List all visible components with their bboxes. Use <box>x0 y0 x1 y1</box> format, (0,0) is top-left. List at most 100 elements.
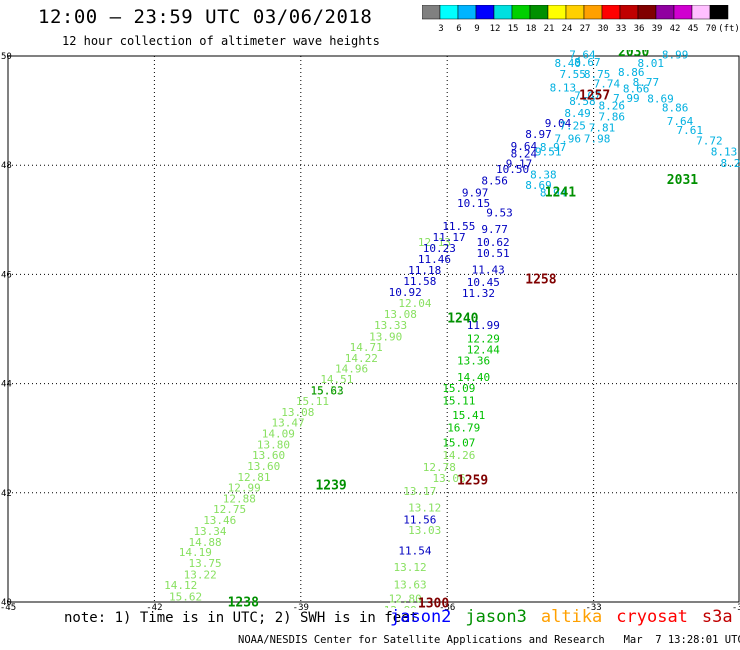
legend-jason2: jason2 <box>390 607 452 627</box>
wave-height-value: 8.97 <box>540 141 567 154</box>
wave-height-value: 9.17 <box>506 157 533 170</box>
wave-height-value: 8.58 <box>569 95 596 108</box>
wave-height-value: 8.27 <box>720 157 740 170</box>
y-tick-label: 40 <box>1 598 12 608</box>
wave-height-value: 8.26 <box>598 100 625 113</box>
plot-frame <box>7 55 740 603</box>
colorbar-label: 6 <box>456 24 461 34</box>
wave-height-value: 15.41 <box>452 409 485 422</box>
colorbar-label: 3 <box>438 24 443 34</box>
colorbar-label: 9 <box>474 24 479 34</box>
colorbar-label: 36 <box>634 24 645 34</box>
wave-height-value: 13.08 <box>384 308 417 321</box>
wave-height-value: 13.34 <box>193 525 226 538</box>
wave-height-value: 8.69 <box>647 92 674 105</box>
colorbar-swatch <box>709 5 729 20</box>
wave-height-value: 13.60 <box>252 449 285 462</box>
pass-time-label: 2030 <box>618 45 649 60</box>
colorbar-label: 39 <box>652 24 663 34</box>
wave-height-value: 8.13 <box>550 81 577 94</box>
y-tick-label: 44 <box>1 380 12 390</box>
wave-height-value: 8.69 <box>525 179 552 192</box>
wave-height-value: 14.09 <box>262 428 295 441</box>
altimeter-map-plot: -45 -42 -39 -36 -33 -30 40 42 44 46 48 50 15.6214.12… <box>0 45 740 612</box>
colorbar-label: 30 <box>598 24 609 34</box>
wave-height-value: 7.96 <box>555 132 582 145</box>
wave-height-value: 7.07 <box>574 90 601 103</box>
wave-height-value: 14.88 <box>189 536 222 549</box>
pass-time-label: 1259 <box>457 474 488 489</box>
wave-height-value: 9.53 <box>486 207 513 220</box>
wave-height-value: 7.99 <box>613 92 640 105</box>
wave-height-value: 10.45 <box>467 276 500 289</box>
wave-height-value: 15.07 <box>442 436 475 449</box>
wave-height-value: 13.90 <box>369 330 402 343</box>
wave-height-value: 12.78 <box>423 461 456 474</box>
wave-height-value: 13.46 <box>203 514 236 527</box>
wave-height-value: 12.89 <box>384 604 417 612</box>
wave-height-value: 12.99 <box>228 482 261 495</box>
wave-height-value: 14.19 <box>179 546 212 559</box>
wave-height-value: 7.98 <box>584 132 611 145</box>
colorbar-label: 18 <box>526 24 537 34</box>
wave-height-value: 11.43 <box>472 263 505 276</box>
wave-height-value: 10.23 <box>423 242 456 255</box>
wave-height-value: 8.13 <box>711 145 738 158</box>
wave-height-value: 8.01 <box>638 57 665 70</box>
wave-height-value: 8.66 <box>623 83 650 96</box>
wave-height-value: 15.11 <box>296 395 329 408</box>
pass-time-label: 1258 <box>525 273 556 288</box>
wave-height-value: 15.62 <box>169 590 202 603</box>
wave-height-value: 8.86 <box>662 102 689 115</box>
colorbar-label: 45 <box>688 24 699 34</box>
pass-time-label: 1240 <box>447 311 478 326</box>
colorbar-label: 24 <box>562 24 573 34</box>
wave-height-value: 11.18 <box>408 264 441 277</box>
wave-height-value: 14.71 <box>350 341 383 354</box>
x-tick-label: -39 <box>293 603 309 612</box>
satellite-legend: jason2 jason3 altika cryosat s3a <box>390 607 740 627</box>
wave-height-value: 12.04 <box>398 297 431 310</box>
wave-height-value: 12.75 <box>213 503 246 516</box>
footer-credit: NOAA/NESDIS Center for Satellite Applica… <box>238 634 740 646</box>
wave-height-value: 7.81 <box>589 121 616 134</box>
wave-height-value: 7.74 <box>594 78 621 91</box>
wave-height-value: 13.12 <box>408 501 441 514</box>
colorbar-label: 21 <box>544 24 555 34</box>
legend-s3a: s3a <box>701 607 733 627</box>
wave-height-value: 13.60 <box>247 460 280 473</box>
wave-height-value: 11.46 <box>418 253 451 266</box>
wave-height-value: 13.33 <box>374 319 407 332</box>
colorbar-label: (ft) <box>718 24 738 34</box>
legend-cryosat: cryosat <box>616 607 688 627</box>
wave-height-value: 8.56 <box>481 174 508 187</box>
wave-height-value: 8.75 <box>584 68 611 81</box>
wave-height-value: 8.97 <box>525 128 552 141</box>
wave-height-value: 10.50 <box>496 163 529 176</box>
colorbar-label: 33 <box>616 24 627 34</box>
pass-time-label: 1239 <box>315 479 346 494</box>
x-tick-label: -33 <box>585 603 601 612</box>
wave-height-value: 10.51 <box>476 247 509 260</box>
y-tick-label: 46 <box>1 270 12 280</box>
x-tick-label: -45 <box>0 603 16 612</box>
pass-time-label: 1257 <box>579 89 610 104</box>
wave-height-value: 7.72 <box>696 134 723 147</box>
x-tick-label: -36 <box>439 603 455 612</box>
wave-height-value: 11.56 <box>403 513 436 526</box>
wave-height-value: 12.80 <box>389 593 422 606</box>
wave-height-value: 8.77 <box>633 76 660 89</box>
wave-height-value: 11.54 <box>398 544 431 557</box>
wave-height-value: 14.40 <box>457 371 490 384</box>
wave-height-value: 12.44 <box>467 344 500 357</box>
wave-height-value: 7.64 <box>667 115 694 128</box>
legend-jason3: jason3 <box>465 607 527 627</box>
wave-height-value: 13.06 <box>433 472 466 485</box>
wave-height-value: 7.86 <box>598 110 625 123</box>
wave-height-value: 8.86 <box>618 66 645 79</box>
wave-height-value: 10.92 <box>389 286 422 299</box>
pass-time-label: 1300 <box>418 596 449 611</box>
wave-height-value: 7.64 <box>569 49 596 62</box>
wave-height-value: 8.38 <box>530 168 557 181</box>
wave-height-value: 13.17 <box>403 485 436 498</box>
